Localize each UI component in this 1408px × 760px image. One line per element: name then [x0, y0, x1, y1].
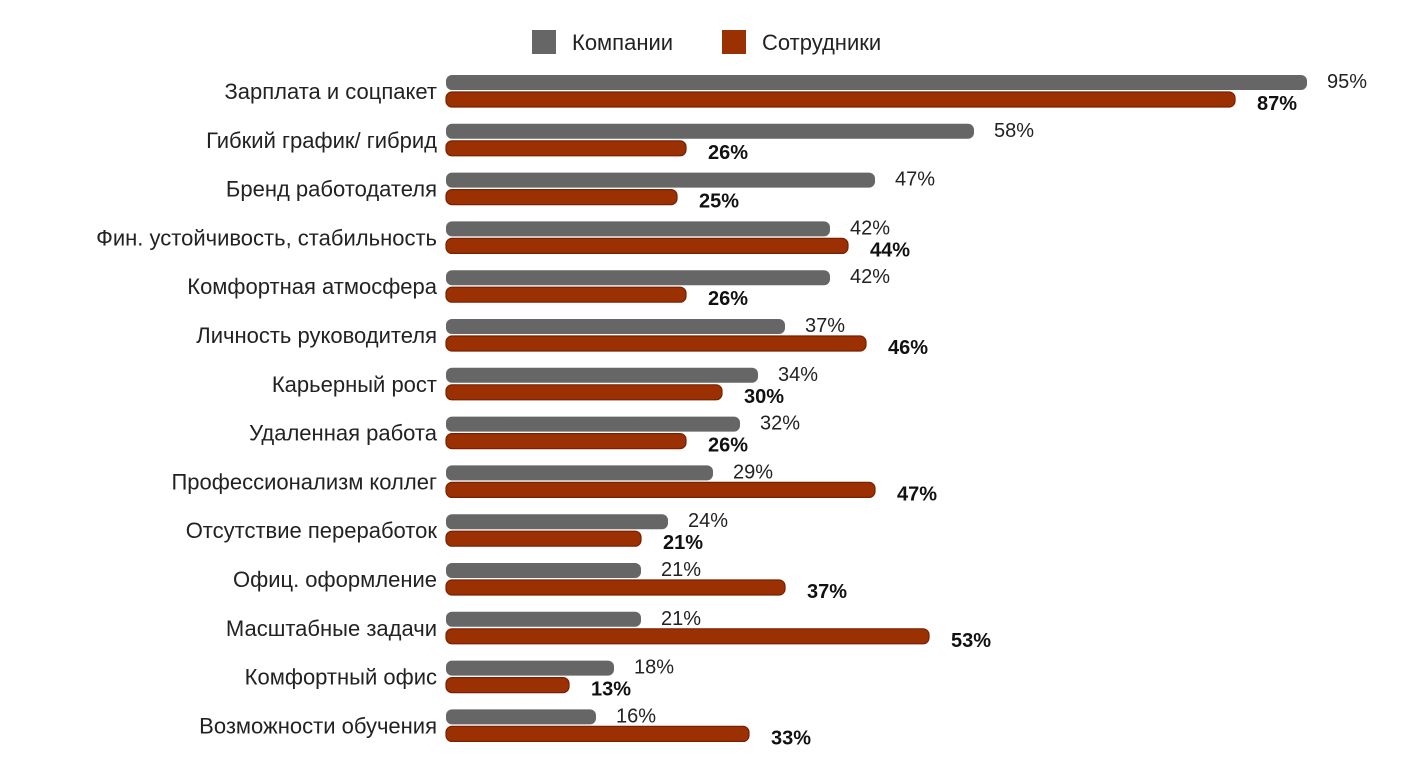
category-label: Зарплата и соцпакет — [224, 79, 437, 104]
bar-employees — [445, 579, 786, 596]
bar-companies — [446, 514, 668, 530]
value-label-companies: 37% — [805, 315, 845, 337]
bar-employees — [445, 286, 687, 303]
category-label: Комфортная атмосфера — [187, 274, 438, 299]
legend-swatch-2 — [722, 30, 746, 54]
bar-companies — [446, 660, 614, 676]
value-label-employees: 25% — [699, 191, 739, 213]
value-label-employees: 87% — [1257, 93, 1297, 115]
category-label: Бренд работодателя — [226, 177, 437, 202]
value-label-companies: 58% — [994, 120, 1034, 142]
value-label-employees: 26% — [708, 142, 748, 164]
legend-label-2: Сотрудники — [762, 30, 881, 55]
category-label: Масштабные задачи — [226, 616, 437, 641]
bar-employees — [445, 628, 930, 645]
category-label: Удаленная работа — [249, 421, 438, 446]
bar-employees — [445, 433, 687, 450]
bar-employees — [445, 237, 849, 254]
bar-employees — [445, 335, 867, 352]
legend-label-1: Компании — [572, 30, 673, 55]
bar-companies — [446, 563, 641, 578]
value-label-companies: 42% — [850, 217, 890, 239]
bar-companies — [446, 465, 713, 481]
bar-employees — [445, 676, 570, 694]
value-label-companies: 42% — [850, 266, 890, 288]
value-label-companies: 18% — [634, 657, 674, 679]
bar-companies — [446, 416, 740, 432]
value-label-employees: 13% — [591, 679, 631, 701]
value-label-companies: 29% — [733, 461, 773, 483]
value-label-employees: 33% — [771, 727, 811, 749]
bar-employees — [445, 91, 1236, 108]
category-label: Фин. устойчивость, стабильность — [96, 225, 437, 250]
value-label-companies: 34% — [778, 364, 818, 386]
value-label-employees: 37% — [807, 581, 847, 603]
bar-companies — [446, 270, 830, 286]
value-label-employees: 44% — [870, 239, 910, 261]
bars — [445, 75, 1307, 743]
category-label: Карьерный рост — [272, 372, 437, 397]
bar-employees — [445, 725, 750, 743]
value-label-companies: 16% — [616, 705, 656, 727]
bar-employees — [445, 481, 876, 498]
value-label-companies: 47% — [895, 169, 935, 191]
bar-employees — [445, 530, 642, 547]
value-label-companies: 32% — [760, 413, 800, 435]
category-label: Гибкий график/ гибрид — [206, 128, 437, 153]
bar-companies — [446, 709, 596, 725]
bar-companies — [446, 367, 758, 383]
category-label: Отсутствие переработок — [186, 518, 438, 543]
category-label: Профессионализм коллег — [171, 469, 437, 494]
value-label-companies: 21% — [661, 559, 701, 581]
value-label-employees: 30% — [744, 386, 784, 408]
legend-swatch-1 — [532, 30, 556, 54]
bar-companies — [446, 123, 974, 139]
value-label-companies: 95% — [1327, 71, 1367, 93]
value-label-employees: 26% — [708, 435, 748, 457]
value-label-employees: 21% — [663, 532, 703, 554]
category-label: Комфортный офис — [245, 665, 437, 690]
value-label-employees: 26% — [708, 288, 748, 310]
legend: Компании Сотрудники — [532, 30, 881, 55]
category-labels: Зарплата и соцпакет Гибкий график/ гибрид… — [96, 79, 438, 738]
value-label-companies: 21% — [661, 608, 701, 630]
bar-companies — [446, 319, 785, 334]
category-label: Офиц. оформление — [233, 567, 437, 592]
bar-companies — [446, 172, 875, 188]
value-label-companies: 24% — [688, 510, 728, 532]
bar-employees — [445, 189, 678, 206]
value-label-employees: 53% — [951, 630, 991, 652]
bar-companies — [446, 75, 1307, 90]
value-labels: 95%87%58%26%47%25%42%44%42%26%37%46%34%3… — [589, 69, 1369, 751]
value-label-employees: 47% — [897, 483, 937, 505]
bar-companies — [446, 221, 830, 237]
value-label-employees: 46% — [888, 337, 928, 359]
bar-companies — [446, 611, 641, 627]
category-label: Возможности обучения — [199, 713, 437, 738]
category-label: Личность руководителя — [196, 323, 437, 348]
bar-employees — [445, 140, 687, 157]
bar-employees — [445, 384, 723, 401]
